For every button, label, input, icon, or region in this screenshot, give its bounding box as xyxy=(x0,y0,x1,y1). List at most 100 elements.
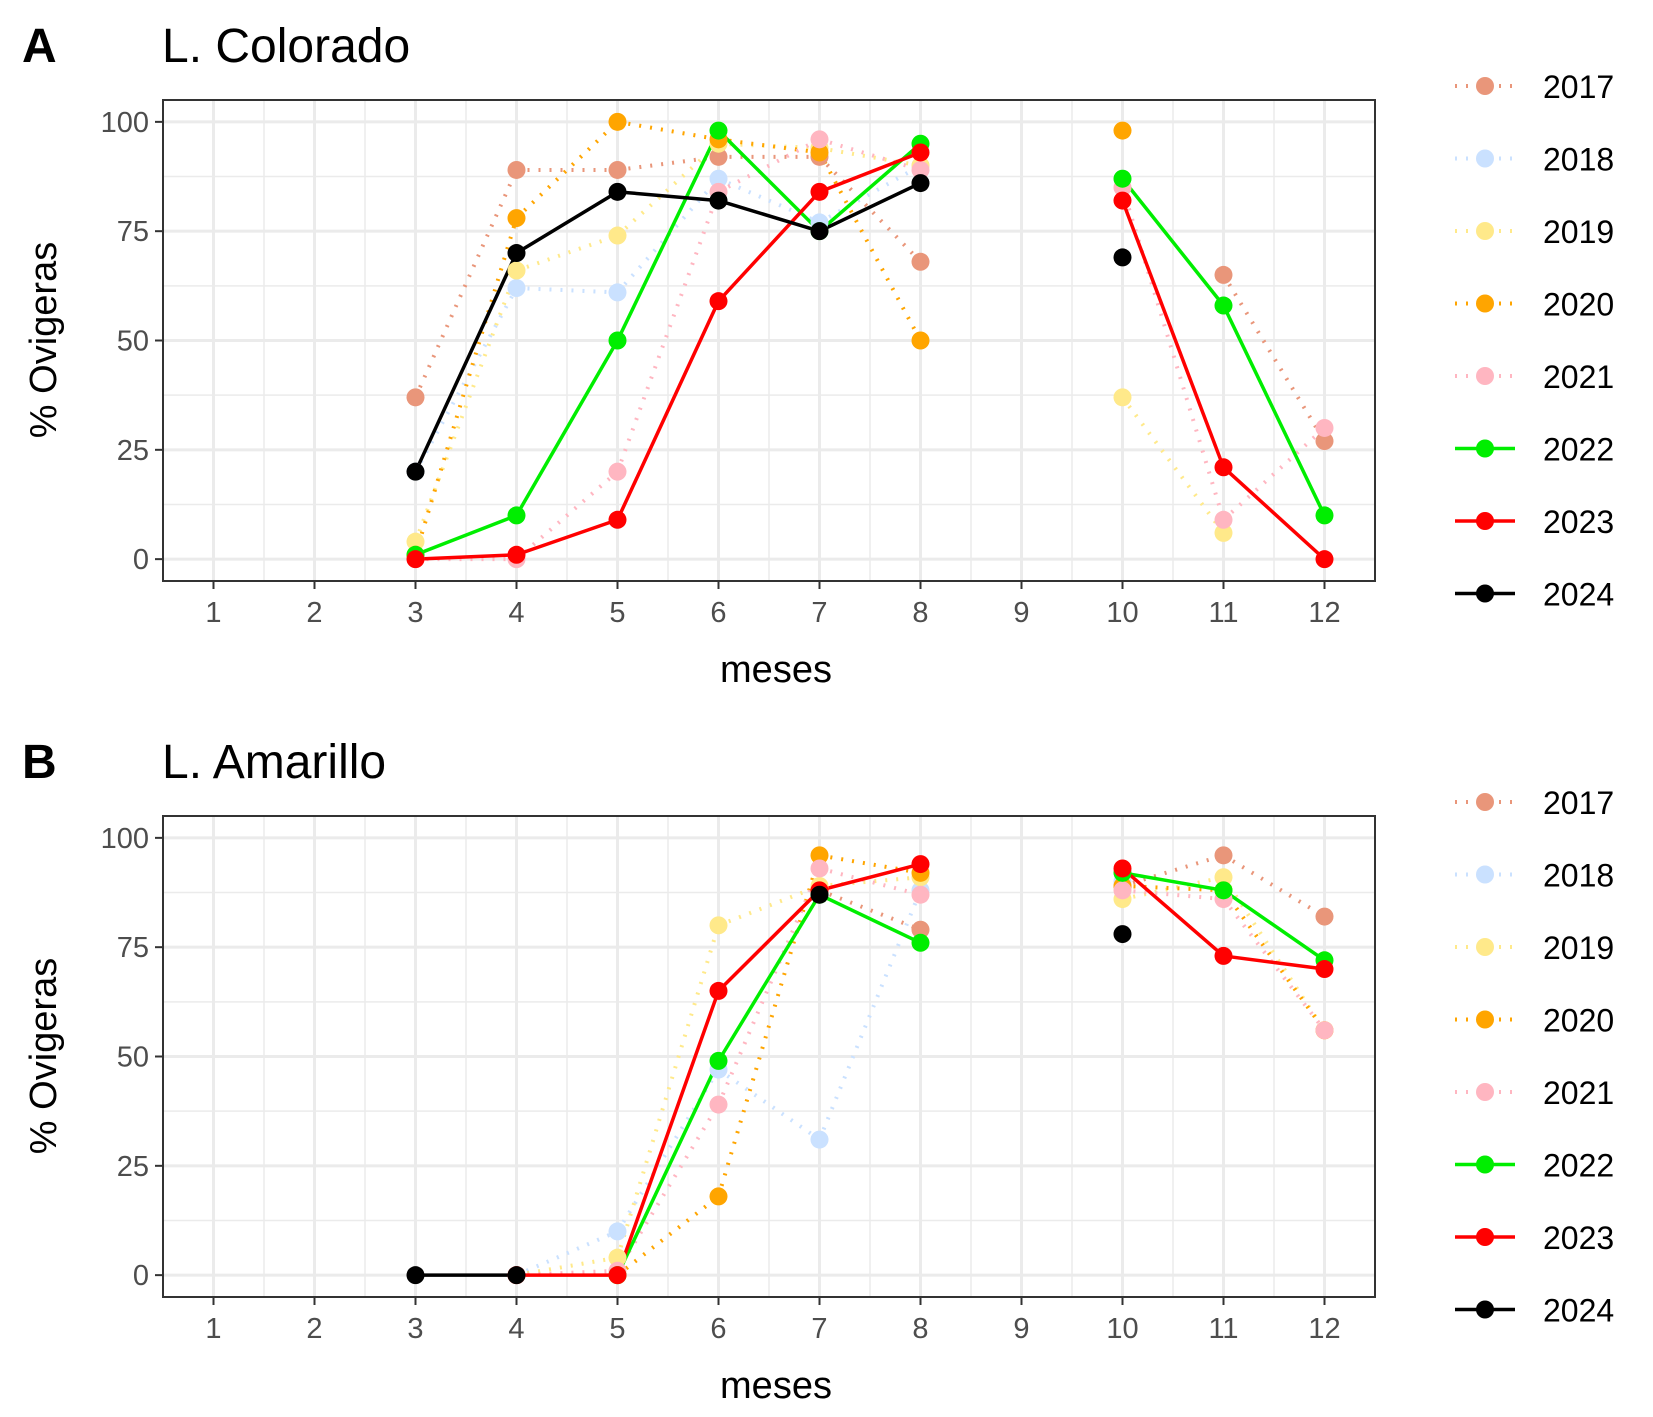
data-point-2024 xyxy=(911,174,930,193)
x-tick-label: 1 xyxy=(205,597,221,629)
data-point-2020 xyxy=(810,846,829,865)
legend-item-2024: 2024 xyxy=(1455,577,1614,613)
series-line-2023 xyxy=(415,553,517,561)
series-line-2022 xyxy=(1221,304,1327,517)
legend-key-point xyxy=(1476,77,1494,95)
data-point-2019 xyxy=(608,1248,627,1267)
data-point-2021 xyxy=(1113,881,1132,900)
data-point-2019 xyxy=(709,916,728,935)
data-point-2018 xyxy=(507,279,526,298)
data-point-2022 xyxy=(709,121,728,140)
chart-title: L. Colorado xyxy=(162,20,410,73)
data-point-2018 xyxy=(608,283,627,302)
series-line-2023 xyxy=(1121,867,1225,958)
series-line-2022 xyxy=(717,893,821,1062)
x-tick-label: 9 xyxy=(1013,597,1029,629)
x-tick-label: 3 xyxy=(407,597,423,629)
series-line-2021 xyxy=(717,137,821,194)
data-point-2023 xyxy=(810,182,829,201)
x-tick-label: 10 xyxy=(1106,597,1138,629)
x-tick-label: 12 xyxy=(1308,1313,1340,1345)
data-point-2023 xyxy=(911,855,930,874)
data-point-2021 xyxy=(1315,1021,1334,1040)
data-point-2019 xyxy=(406,532,425,551)
panel-tag: A xyxy=(22,20,57,73)
data-point-2022 xyxy=(709,1051,728,1070)
legend-item-2022: 2022 xyxy=(1455,432,1614,468)
data-point-2023 xyxy=(608,1266,627,1285)
data-point-2023 xyxy=(1315,960,1334,979)
data-point-2019 xyxy=(507,261,526,280)
legend-key-point xyxy=(1476,367,1494,385)
legend-key-point xyxy=(1476,793,1494,811)
legend-key-point xyxy=(1476,149,1494,168)
series-line-2023 xyxy=(1223,954,1325,971)
panel-a: A L. Colorado 0 25 50 75 100 1 2 3 4 5 6 7 8 9 10 11 12 … xyxy=(0,0,1653,700)
series-line-2023 xyxy=(819,862,921,893)
legend-label: 2019 xyxy=(1543,930,1614,966)
panel-b: B L. Amarillo 0 25 50 75 100 1 2 3 4 5 6 7 8 9 10 11 12 … xyxy=(0,716,1653,1416)
series-line-2022 xyxy=(414,513,518,557)
legend-key-point xyxy=(1476,439,1494,458)
x-tick-label: 12 xyxy=(1308,597,1340,629)
data-point-2022 xyxy=(1214,296,1233,315)
legend-item-2020: 2020 xyxy=(1455,287,1614,323)
series-line-2023 xyxy=(717,190,821,303)
legend-item-2023: 2023 xyxy=(1455,1220,1614,1256)
legend-item-2019: 2019 xyxy=(1455,930,1614,966)
legend-item-2023: 2023 xyxy=(1455,504,1614,540)
x-tick-label: 2 xyxy=(306,1313,322,1345)
data-point-2018 xyxy=(810,1130,829,1149)
x-axis-label: meses xyxy=(720,649,832,691)
data-point-2020 xyxy=(911,331,930,350)
data-point-2022 xyxy=(608,331,627,350)
x-tick-label: 9 xyxy=(1013,1313,1029,1345)
data-point-2019 xyxy=(1113,388,1132,407)
data-point-2023 xyxy=(507,545,526,564)
data-point-2019 xyxy=(1214,523,1233,542)
data-point-2024 xyxy=(810,885,829,904)
y-tick-label: 25 xyxy=(117,1151,149,1183)
legend-item-2021: 2021 xyxy=(1455,359,1614,395)
series-line-2023 xyxy=(1222,466,1326,561)
legend-label: 2021 xyxy=(1543,359,1614,395)
series-line-2019 xyxy=(413,269,519,543)
y-axis-label: % Ovigeras xyxy=(23,958,65,1154)
data-point-2019 xyxy=(1214,868,1233,887)
data-point-2017 xyxy=(507,160,526,179)
series-line-2020 xyxy=(515,120,619,220)
legend-label: 2023 xyxy=(1543,1220,1614,1256)
series-line-2018 xyxy=(413,287,519,473)
legend-key-point xyxy=(1476,1228,1494,1246)
legend-key-point xyxy=(1476,584,1494,603)
x-tick-label: 3 xyxy=(407,1313,423,1345)
data-point-2020 xyxy=(1113,121,1132,140)
data-point-2019 xyxy=(608,226,627,245)
data-point-2023 xyxy=(709,292,728,311)
series-line-2022 xyxy=(818,893,922,945)
legend-label: 2017 xyxy=(1543,785,1614,821)
series-line-2022 xyxy=(1121,177,1225,307)
x-tick-label: 6 xyxy=(710,597,726,629)
data-point-2021 xyxy=(709,1095,728,1114)
series-line-2020 xyxy=(817,151,923,342)
series-line-2022 xyxy=(615,1060,721,1276)
x-tick-label: 4 xyxy=(508,1313,524,1345)
series-line-2024 xyxy=(717,198,821,233)
legend-item-2019: 2019 xyxy=(1455,214,1614,250)
x-tick-label: 5 xyxy=(609,1313,625,1345)
series-line-2022 xyxy=(1122,871,1224,893)
data-point-2020 xyxy=(709,1187,728,1206)
series-line-2018 xyxy=(515,1229,619,1277)
series-line-2019 xyxy=(515,233,619,273)
x-tick-label: 8 xyxy=(912,1313,928,1345)
chart-title: L. Amarillo xyxy=(162,736,386,789)
x-axis-label: meses xyxy=(720,1365,832,1407)
series-line-2021 xyxy=(1222,426,1326,522)
x-tick-label: 1 xyxy=(205,1313,221,1345)
data-point-2024 xyxy=(507,1266,526,1285)
legend-item-2018: 2018 xyxy=(1455,142,1614,178)
legend-label: 2020 xyxy=(1543,287,1614,323)
series-line-2023 xyxy=(615,990,721,1276)
